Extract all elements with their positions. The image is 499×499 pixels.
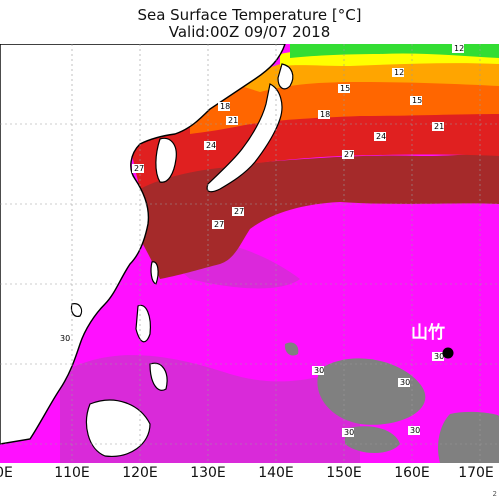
- grid-lines: [0, 44, 499, 463]
- svg-text:30: 30: [314, 366, 324, 375]
- land-mindanao: [149, 362, 168, 391]
- contour-label-21: 21: [432, 122, 444, 131]
- map-title: Sea Surface Temperature [°C]: [137, 6, 362, 24]
- land-japan: [206, 83, 283, 193]
- svg-text:30: 30: [60, 334, 70, 343]
- contour-label-24: 24: [204, 141, 216, 150]
- svg-text:24: 24: [206, 141, 216, 150]
- svg-text:18: 18: [220, 102, 230, 111]
- cool-pool: [284, 342, 299, 356]
- svg-text:30: 30: [410, 426, 420, 435]
- svg-text:27: 27: [344, 150, 354, 159]
- contour-label-18: 18: [218, 102, 230, 111]
- lon-label: 0E: [0, 465, 13, 481]
- cool-pool: [317, 358, 426, 425]
- land-hainan: [70, 303, 83, 317]
- lon-label: 170E: [458, 465, 494, 481]
- svg-text:21: 21: [228, 116, 238, 125]
- svg-text:18: 18: [320, 110, 330, 119]
- contour-label-12: 12: [392, 68, 404, 77]
- land-korea: [155, 137, 177, 183]
- land-luzon: [135, 304, 151, 343]
- contour-label-27: 27: [212, 220, 224, 229]
- contour-label-15: 15: [410, 96, 422, 105]
- svg-text:12: 12: [394, 68, 404, 77]
- contour-label-30: 30: [432, 352, 444, 361]
- contour-label-30: 30: [342, 428, 354, 437]
- lon-label: 120E: [122, 465, 158, 481]
- svg-text:30: 30: [434, 352, 444, 361]
- lon-label: 140E: [258, 465, 294, 481]
- sst-12-region: [290, 44, 499, 58]
- contour-label-27: 27: [342, 150, 354, 159]
- svg-text:15: 15: [340, 84, 350, 93]
- lon-label: 160E: [394, 465, 430, 481]
- valid-time: Valid:00Z 09/07 2018: [168, 23, 331, 41]
- svg-text:24: 24: [376, 132, 386, 141]
- land-japan: [277, 63, 294, 90]
- corner-text: 2: [492, 490, 497, 498]
- svg-text:27: 27: [234, 207, 244, 216]
- sst-map: 12 12 15 15 18 18 21 21 24 24 27 27 27 2…: [0, 44, 499, 463]
- contour-label-27: 27: [132, 164, 144, 173]
- contour-label-27: 27: [232, 207, 244, 216]
- svg-text:30: 30: [400, 378, 410, 387]
- contour-label-24: 24: [374, 132, 386, 141]
- contour-label-30: 30: [58, 334, 70, 343]
- contour-label-12: 12: [452, 44, 464, 53]
- svg-text:12: 12: [454, 44, 464, 53]
- svg-text:30: 30: [344, 428, 354, 437]
- cool-pool: [345, 426, 400, 453]
- typhoon-marker: [442, 347, 454, 359]
- contour-label-30: 30: [312, 366, 324, 375]
- svg-text:21: 21: [434, 122, 444, 131]
- contour-label-30: 30: [398, 378, 410, 387]
- lon-label: 110E: [54, 465, 90, 481]
- cool-pool: [438, 411, 499, 463]
- contour-label-30: 30: [408, 426, 420, 435]
- land-borneo: [85, 399, 151, 457]
- contour-label-21: 21: [226, 116, 238, 125]
- contour-label-18: 18: [318, 110, 330, 119]
- lon-label: 130E: [190, 465, 226, 481]
- svg-text:27: 27: [214, 220, 224, 229]
- land-asia: [0, 44, 286, 445]
- lon-label: 150E: [326, 465, 362, 481]
- typhoon-label: 山竹: [411, 322, 445, 343]
- svg-text:27: 27: [134, 164, 144, 173]
- svg-text:15: 15: [412, 96, 422, 105]
- contour-label-15: 15: [338, 84, 350, 93]
